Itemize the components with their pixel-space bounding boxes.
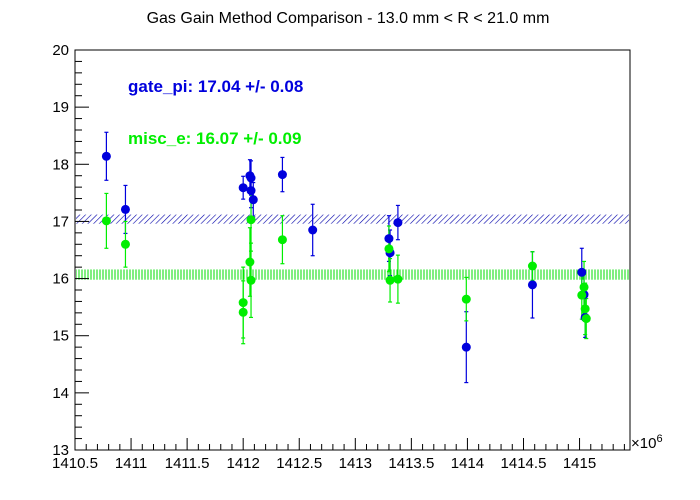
fit-bands — [76, 214, 629, 280]
chart-title: Gas Gain Method Comparison - 13.0 mm < R… — [147, 10, 550, 27]
x-tick-label: 1411.5 — [165, 455, 210, 472]
data-point-gate-pi — [393, 218, 403, 228]
x-multiplier-exponent: 6 — [656, 433, 662, 445]
data-point-gate-pi — [246, 173, 256, 183]
x-tick-label: 1415 — [563, 455, 596, 472]
data-point-misc-e — [580, 304, 590, 314]
data-point-misc-e — [245, 257, 255, 267]
data-point-misc-e — [277, 235, 287, 245]
fit-band-misc-e — [76, 269, 629, 280]
data-point-gate-pi — [248, 195, 258, 205]
x-tick-label: 1414 — [451, 455, 484, 472]
data-point-misc-e — [120, 239, 130, 249]
y-tick-label: 15 — [52, 328, 69, 345]
x-tick-label: 1410.5 — [52, 455, 98, 472]
data-point-misc-e — [385, 275, 395, 285]
data-point-gate-pi — [120, 204, 130, 214]
y-axis: 13 14 15 16 17 18 19 20 — [52, 42, 89, 459]
x-tick-label: 1414.5 — [501, 455, 547, 472]
data-point-misc-e — [238, 298, 248, 308]
misc-e-annotation: misc_e: 16.07 +/- 0.09 — [128, 129, 301, 148]
error-bars — [104, 131, 589, 384]
x-tick-label: 1411 — [115, 455, 147, 472]
y-tick-label: 13 — [52, 442, 69, 459]
y-tick-label: 17 — [52, 213, 69, 230]
y-tick-label: 20 — [52, 42, 69, 59]
data-point-misc-e — [246, 215, 256, 225]
data-point-misc-e — [581, 314, 591, 324]
data-point-misc-e — [101, 216, 111, 226]
data-point-gate-pi — [246, 186, 256, 196]
data-point-gate-pi — [238, 183, 248, 193]
data-point-misc-e — [579, 282, 589, 292]
data-point-misc-e — [527, 261, 537, 271]
data-points — [101, 151, 591, 352]
fit-band-gate-pi — [76, 214, 629, 224]
x-multiplier: ×106 — [631, 433, 663, 452]
y-tick-label: 19 — [52, 99, 69, 116]
data-point-gate-pi — [461, 342, 471, 352]
gate-pi-annotation: gate_pi: 17.04 +/- 0.08 — [128, 77, 303, 96]
x-multiplier-base: ×10 — [631, 435, 656, 452]
x-tick-label: 1413 — [339, 455, 372, 472]
data-point-misc-e — [577, 290, 587, 300]
data-point-gate-pi — [577, 267, 587, 277]
y-tick-label: 16 — [52, 271, 69, 288]
data-point-misc-e — [393, 274, 403, 284]
y-tick-label: 18 — [52, 156, 69, 173]
data-point-misc-e — [246, 275, 256, 285]
data-point-misc-e — [238, 307, 248, 317]
x-axis: 1410.5 1411 1411.5 1412 1412.5 1413 1413.5 1414… — [52, 438, 630, 472]
data-point-gate-pi — [277, 170, 287, 180]
x-tick-label: 1413.5 — [388, 455, 434, 472]
data-point-misc-e — [461, 294, 471, 304]
plot-frame — [74, 49, 631, 451]
x-tick-label: 1412 — [226, 455, 259, 472]
data-point-gate-pi — [384, 234, 394, 244]
x-tick-label: 1412.5 — [276, 455, 322, 472]
y-tick-label: 14 — [52, 385, 69, 402]
data-point-gate-pi — [101, 151, 111, 161]
data-point-gate-pi — [527, 280, 537, 290]
data-point-misc-e — [384, 244, 394, 254]
data-point-gate-pi — [308, 225, 318, 235]
